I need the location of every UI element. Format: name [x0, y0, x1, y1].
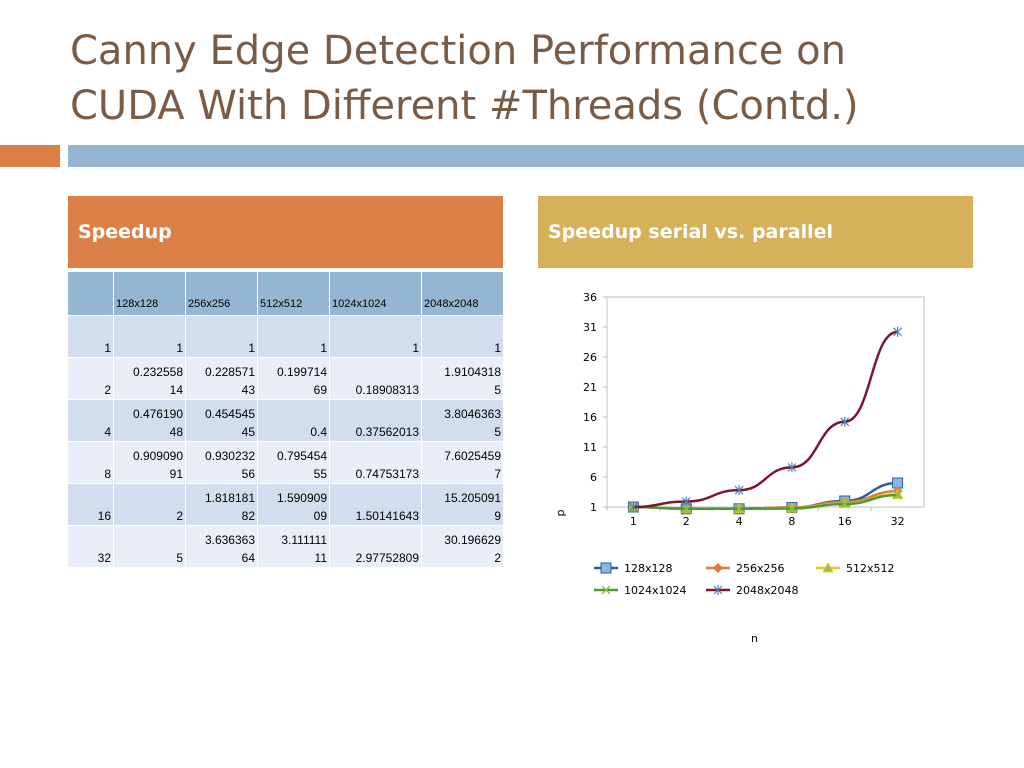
- legend-label: 2048x2048: [736, 584, 799, 597]
- legend-marker: [822, 562, 834, 573]
- table-cell: 3.8046363 5: [422, 400, 504, 442]
- table-cell: 1.9104318 5: [422, 358, 504, 400]
- table-cell: 30.196629 2: [422, 526, 504, 568]
- table-cell: 2.97752809: [330, 526, 422, 568]
- x-axis-title: n: [751, 632, 758, 645]
- table-cell: 5: [114, 526, 186, 568]
- legend-marker: [713, 585, 723, 595]
- x-tick-label: 2: [683, 515, 690, 528]
- speedup-table: 128x128 256x256 512x512 1024x1024 2048x2…: [68, 272, 504, 568]
- table-cell: 0.37562013: [330, 400, 422, 442]
- x-tick-label: 4: [736, 515, 743, 528]
- table-cell: 15.205091 9: [422, 484, 504, 526]
- table-cell: 1.50141643: [330, 484, 422, 526]
- table-cell: 0.930232 56: [186, 442, 258, 484]
- table-cell: 0.199714 69: [258, 358, 330, 400]
- table-cell: 1: [422, 316, 504, 358]
- table-cell: 7.6025459 7: [422, 442, 504, 484]
- data-point-2048x2048: [840, 416, 850, 427]
- x-tick-label: 32: [891, 515, 905, 528]
- table-cell: 2: [68, 358, 114, 400]
- x-tick-label: 16: [838, 515, 852, 528]
- y-tick-label: 16: [583, 411, 597, 424]
- data-point-2048x2048: [893, 326, 903, 337]
- table-cell: 1: [330, 316, 422, 358]
- legend-label: 1024x1024: [624, 584, 687, 597]
- slide-title: Canny Edge Detection Performance on CUDA…: [70, 24, 1000, 134]
- legend-label: 512x512: [846, 562, 895, 575]
- table-row: 4 0.476190 48 0.454545 45 0.4 0.37562013 3.80…: [68, 400, 504, 442]
- legend-marker: [601, 585, 611, 595]
- table-cell: 0.454545 45: [186, 400, 258, 442]
- x-tick-label: 8: [788, 515, 795, 528]
- table-header-cell: 2048x2048: [422, 272, 504, 316]
- table-cell: 0.795454 55: [258, 442, 330, 484]
- table-header-row: 128x128 256x256 512x512 1024x1024 2048x2…: [68, 272, 504, 316]
- data-point-2048x2048: [681, 496, 691, 507]
- legend-marker: [600, 562, 612, 574]
- table-header-cell: [68, 272, 114, 316]
- accent-bar-blue: [68, 145, 1024, 167]
- table-cell: 0.476190 48: [114, 400, 186, 442]
- table-header-cell: 128x128: [114, 272, 186, 316]
- table-cell: 0.232558 14: [114, 358, 186, 400]
- table-cell: 1: [258, 316, 330, 358]
- y-tick-label: 1: [590, 501, 597, 514]
- table-cell: 0.909090 91: [114, 442, 186, 484]
- speedup-header: Speedup: [68, 196, 503, 268]
- table-cell: 1: [68, 316, 114, 358]
- table-cell: 2: [114, 484, 186, 526]
- speedup-chart-header: Speedup serial vs. parallel: [538, 196, 973, 268]
- table-cell: 32: [68, 526, 114, 568]
- y-tick-label: 31: [583, 321, 597, 334]
- table-cell: 0.4: [258, 400, 330, 442]
- table-cell: 8: [68, 442, 114, 484]
- table-row: 2 0.232558 14 0.228571 43 0.199714 69 0.1890…: [68, 358, 504, 400]
- legend-label: 256x256: [736, 562, 785, 575]
- data-point-1024x1024: [734, 504, 744, 514]
- data-point-2048x2048: [787, 462, 797, 473]
- series-line-1024x1024: [633, 493, 898, 511]
- table-row: 8 0.909090 91 0.930232 56 0.795454 55 0.7475…: [68, 442, 504, 484]
- table-header-cell: 512x512: [258, 272, 330, 316]
- data-point-2048x2048: [628, 502, 638, 512]
- table-cell: 0.18908313: [330, 358, 422, 400]
- title-line-1: Canny Edge Detection Performance on: [70, 28, 846, 74]
- data-point-1024x1024: [787, 503, 797, 514]
- table-cell: 0.228571 43: [186, 358, 258, 400]
- table-row: 16 2 1.818181 82 1.590909 09 1.50141643 15.20…: [68, 484, 504, 526]
- y-tick-label: 26: [583, 351, 597, 364]
- y-axis-title: p: [554, 509, 567, 516]
- plot-area: [606, 296, 925, 508]
- table-cell: 4: [68, 400, 114, 442]
- table-cell: 16: [68, 484, 114, 526]
- table-cell: 1: [114, 316, 186, 358]
- y-tick-label: 21: [583, 381, 597, 394]
- data-point-1024x1024: [893, 490, 903, 500]
- y-tick-label: 6: [590, 471, 597, 484]
- y-tick-label: 36: [583, 291, 597, 304]
- table-cell: 1.590909 09: [258, 484, 330, 526]
- legend-label: 128x128: [624, 562, 673, 575]
- table-cell: 0.74753173: [330, 442, 422, 484]
- table-cell: 1: [186, 316, 258, 358]
- table-header-cell: 256x256: [186, 272, 258, 316]
- title-line-2: CUDA With Different #Threads (Contd.): [70, 83, 859, 129]
- x-tick-label: 1: [630, 515, 637, 528]
- table-header-cell: 1024x1024: [330, 272, 422, 316]
- accent-bar-orange: [0, 145, 60, 167]
- table-cell: 3.111111 11: [258, 526, 330, 568]
- table-cell: 1.818181 82: [186, 484, 258, 526]
- data-point-1024x1024: [681, 504, 691, 514]
- table-row: 32 5 3.636363 64 3.111111 11 2.97752809 30.19…: [68, 526, 504, 568]
- data-point-2048x2048: [734, 485, 744, 496]
- legend-marker: [713, 563, 723, 573]
- y-tick-label: 11: [583, 441, 597, 454]
- data-point-1024x1024: [840, 499, 850, 509]
- table-cell: 3.636363 64: [186, 526, 258, 568]
